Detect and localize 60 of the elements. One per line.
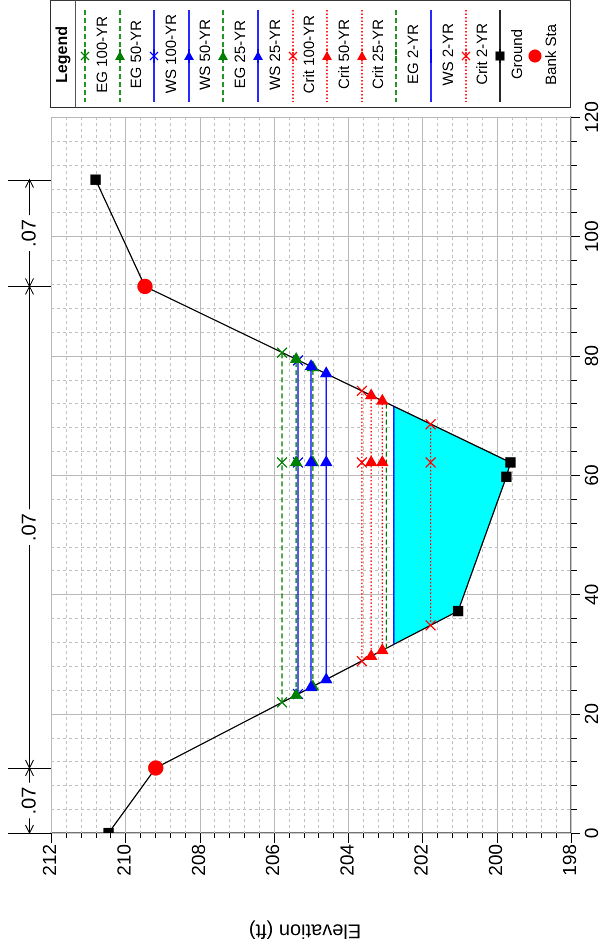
- legend-label: Crit 50-YR: [336, 18, 353, 89]
- x-tick-label: 212: [40, 844, 62, 876]
- point: [376, 394, 388, 405]
- y-tick-label: 40: [582, 584, 604, 605]
- point: [425, 418, 436, 430]
- x-tick-label: 210: [114, 844, 136, 876]
- legend-label: Ground: [508, 28, 526, 80]
- point: [365, 388, 378, 400]
- point: [356, 656, 368, 667]
- legend-label: Crit 25-YR: [370, 18, 388, 89]
- x-tick-label: 206: [263, 844, 284, 876]
- y-tick-label: 60: [582, 464, 604, 486]
- y-tick-label: 20: [582, 703, 604, 724]
- point: [505, 457, 516, 468]
- point: [365, 456, 378, 466]
- point: [290, 352, 302, 363]
- legend-label: EG 2-YR: [404, 24, 422, 84]
- y-tick-label: 120: [582, 101, 604, 133]
- legend-title: Legend: [54, 26, 72, 82]
- x-tick-label: 208: [188, 844, 210, 876]
- y-tick-label: 100: [582, 220, 604, 252]
- text: .07: [18, 219, 41, 247]
- point: [376, 456, 388, 466]
- legend-label: Bank Sta: [543, 24, 560, 84]
- point: [90, 174, 101, 185]
- legend-label: WS 50-YR: [197, 18, 214, 90]
- y-tick-label: 80: [582, 345, 604, 366]
- legend-label: WS 2-YR: [440, 22, 456, 86]
- point: [276, 696, 288, 708]
- point: [356, 456, 368, 468]
- point: [148, 760, 164, 776]
- legend-label: Crit 2-YR: [474, 23, 492, 85]
- point: [425, 620, 436, 631]
- legend-label: WS 100-YR: [162, 14, 180, 94]
- text: .07: [18, 513, 41, 542]
- point: [276, 347, 288, 358]
- x-tick-label: 204: [337, 844, 358, 876]
- point: [320, 673, 332, 684]
- point: [501, 472, 512, 482]
- legend-label: WS 25-YR: [266, 18, 284, 90]
- legend-label: Crit 100-YR: [301, 14, 318, 94]
- x-tick-label: 202: [412, 844, 433, 876]
- point: [320, 366, 332, 378]
- x-tick-label: 198: [560, 844, 582, 876]
- point: [452, 606, 464, 616]
- legend-label: EG 25-YR: [232, 20, 249, 88]
- point: [276, 456, 288, 468]
- x-tick-label: 200: [486, 844, 507, 876]
- point: [292, 354, 304, 366]
- point: [137, 278, 153, 294]
- y-tick-label: 0: [582, 828, 604, 838]
- point: [356, 385, 368, 396]
- x-axis-title: Elevation (ft): [248, 919, 362, 942]
- point: [425, 456, 436, 468]
- point: [320, 456, 332, 466]
- legend-label: EG 100-YR: [94, 16, 110, 92]
- point: [376, 644, 388, 654]
- text: .07: [18, 786, 41, 814]
- legend-label: EG 50-YR: [128, 20, 146, 88]
- point: [365, 650, 378, 660]
